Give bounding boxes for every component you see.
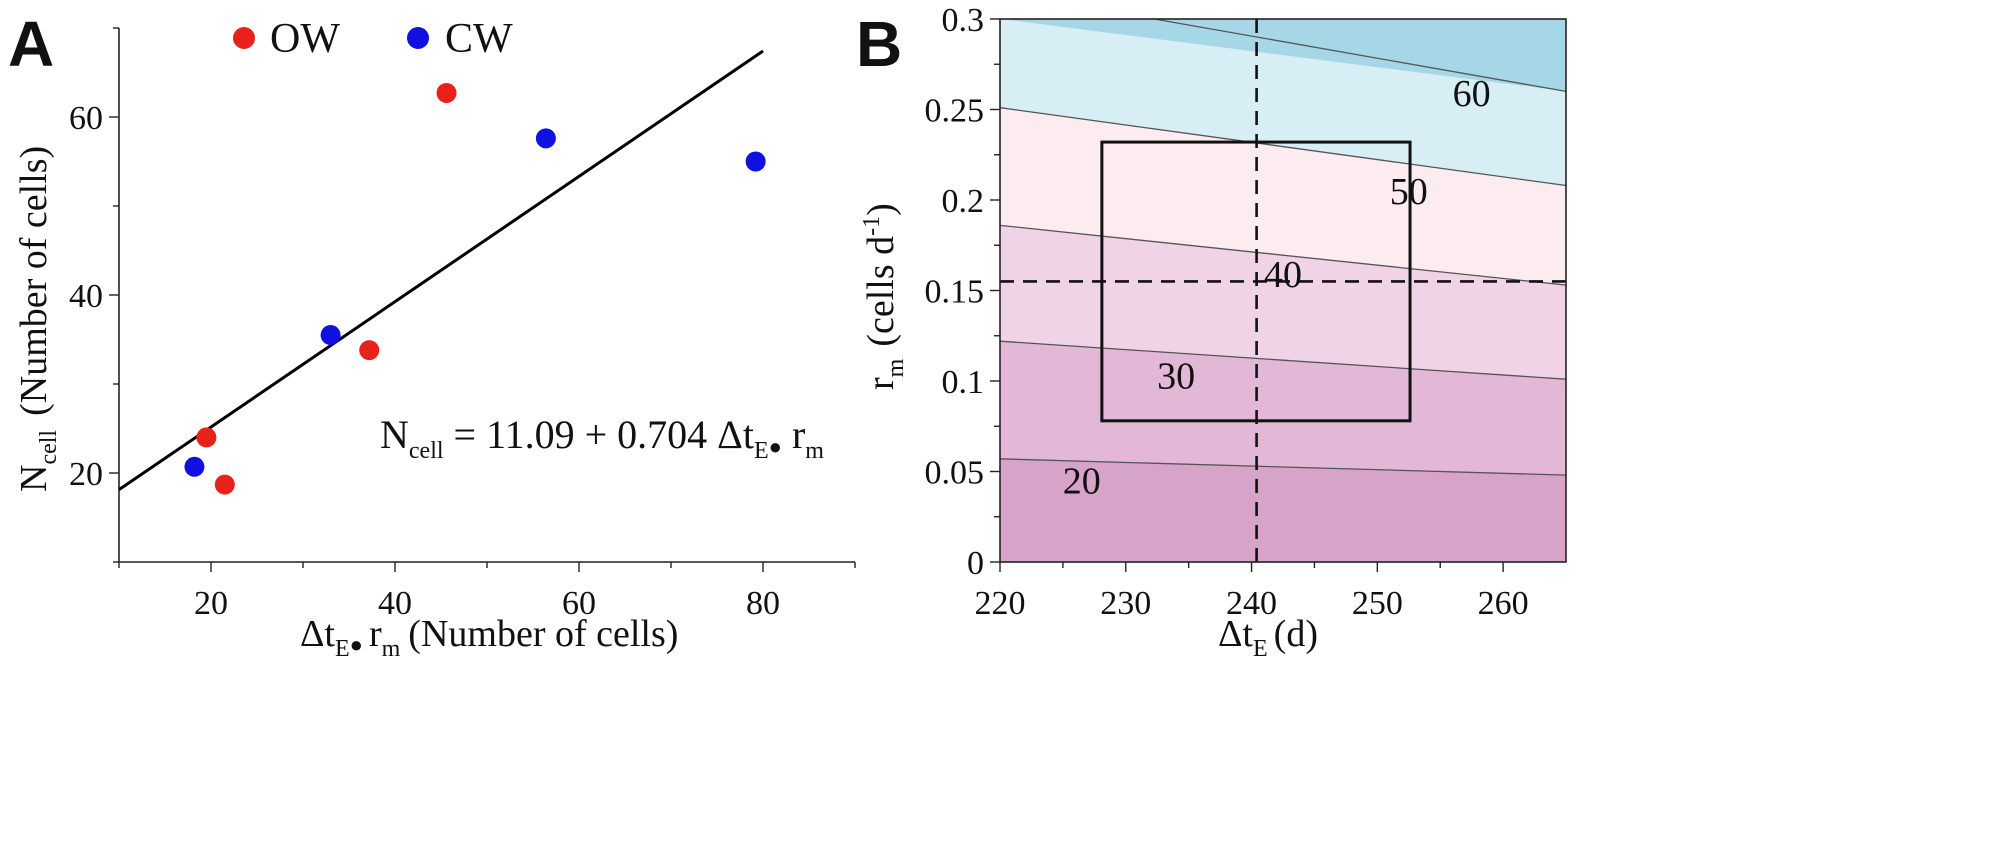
point-ow: [359, 340, 380, 361]
xlabel-a-r: r: [369, 613, 382, 655]
eq-r: r: [782, 412, 805, 457]
panel-b-letter: B: [856, 8, 902, 80]
panel-b-ticks: [990, 18, 1504, 572]
x-tick-label: 40: [378, 585, 412, 622]
point-ow: [214, 474, 235, 495]
point-ow: [196, 427, 217, 448]
panel-a-points: [184, 82, 766, 495]
y-tick-label: 0.1: [942, 364, 985, 401]
x-tick-label: 20: [194, 585, 228, 622]
panel-a-letter: A: [8, 8, 54, 80]
panel-b-bands: [1000, 19, 1566, 562]
contour-line: [999, 224, 1567, 286]
point-ow: [436, 82, 457, 103]
eq-rhs: = 11.09 + 0.704 Δt: [444, 412, 754, 457]
y-tick-label: 0.3: [942, 2, 985, 39]
x-tick-label: 260: [1478, 585, 1529, 622]
panel-a-equation: Ncell = 11.09 + 0.704 ΔtE● rm: [380, 412, 824, 464]
y-tick-label: 40: [69, 278, 103, 315]
legend-cw-label: CW: [445, 16, 513, 62]
panel-b-x-label: ΔtE (d): [1218, 613, 1318, 662]
contour-label-20: 20: [1063, 461, 1101, 503]
ylabel-b-unit-close: ): [860, 203, 902, 216]
contour-line: [999, 107, 1567, 187]
xlabel-a-sub-e: E: [335, 636, 350, 662]
x-tick-label: 80: [746, 585, 780, 622]
xlabel-a-rest: (Number of cells): [408, 613, 678, 655]
y-tick-label: 0.05: [925, 455, 985, 492]
eq-lhs: N: [380, 412, 409, 457]
y-tick-label: 0: [967, 545, 984, 582]
panel-b-contour-lines: [999, 18, 1567, 476]
legend-ow-marker: [233, 27, 255, 49]
eq-sub-m: m: [805, 438, 824, 464]
xlabel-a-main: Δt: [300, 613, 335, 655]
ylabel-a-main: N: [13, 465, 55, 492]
eq-sub-e: E: [754, 438, 769, 464]
xlabel-a-sub-m: m: [382, 636, 401, 662]
panel-a-x-label: ΔtE● rm (Number of cells): [300, 613, 678, 662]
x-tick-label: 240: [1226, 585, 1277, 622]
ylabel-b-sub: m: [883, 358, 909, 377]
panel-a-regression-line: [118, 49, 764, 491]
contour-band: [1000, 19, 1566, 92]
point-cw: [320, 325, 341, 346]
panel-a: A 20 40 60 80 20 40 60 OW CW Ncell = 11.09 + 0…: [8, 8, 856, 662]
panel-a-legend: OW CW: [233, 16, 513, 62]
contour-band: [1000, 107, 1566, 286]
panel-b-contour-labels: 20 30 40 50 60: [1063, 73, 1491, 502]
contour-label-30: 30: [1157, 356, 1195, 398]
panel-b-box: [1100, 140, 1412, 423]
eq-lhs-sub: cell: [409, 438, 444, 464]
point-cw: [745, 151, 766, 172]
y-tick-label: 0.2: [942, 183, 985, 220]
x-tick-label: 220: [975, 585, 1026, 622]
contour-label-50: 50: [1390, 171, 1428, 213]
ylabel-b-unit: (cells d: [860, 236, 902, 347]
xlabel-b-main: Δt: [1218, 613, 1253, 655]
x-tick-label: 60: [562, 585, 596, 622]
legend-ow-label: OW: [270, 16, 340, 62]
contour-line: [1154, 18, 1567, 93]
contour-band: [1000, 225, 1566, 380]
panel-b-tick-labels: 220 230 240 250 260 0 0.05 0.1 0.15 0.2 0.25 0.3: [925, 2, 1529, 622]
xlabel-a-bullet: ●: [350, 632, 363, 657]
contour-band: [1000, 341, 1566, 476]
point-cw: [184, 456, 205, 477]
ylabel-a-rest: (Number of cells): [13, 146, 55, 416]
contour-band: [1000, 458, 1566, 562]
y-tick-label: 0.15: [925, 274, 985, 311]
point-cw: [535, 128, 556, 149]
xlabel-b-sub: E: [1253, 636, 1268, 662]
contour-line: [999, 458, 1567, 476]
panel-a-tick-labels: 20 40 60 80 20 40 60: [69, 100, 780, 622]
eq-bullet: ●: [769, 434, 782, 459]
y-tick-label: 20: [69, 456, 103, 493]
legend-cw-marker: [407, 27, 429, 49]
ylabel-a-sub: cell: [36, 430, 62, 465]
xlabel-b-unit: (d): [1274, 613, 1318, 655]
ylabel-b-main: r: [860, 377, 902, 390]
contour-label-40: 40: [1264, 254, 1302, 296]
x-tick-label: 250: [1352, 585, 1403, 622]
panel-b-y-label: rm (cells d-1): [859, 203, 909, 390]
panel-b: B 20 30 40 50 60 220 230 240 250 260 0 0.05 0.1 0.15…: [856, 2, 1567, 662]
contour-line: [999, 340, 1567, 380]
panel-a-ticks: [109, 27, 856, 572]
contour-band: [1000, 19, 1566, 186]
ylabel-b-unit-sup: -1: [859, 216, 885, 236]
y-tick-label: 60: [69, 100, 103, 137]
contour-label-60: 60: [1453, 73, 1491, 115]
x-tick-label: 230: [1100, 585, 1151, 622]
panel-a-y-label: Ncell (Number of cells): [13, 146, 62, 492]
y-tick-label: 0.25: [925, 93, 985, 130]
